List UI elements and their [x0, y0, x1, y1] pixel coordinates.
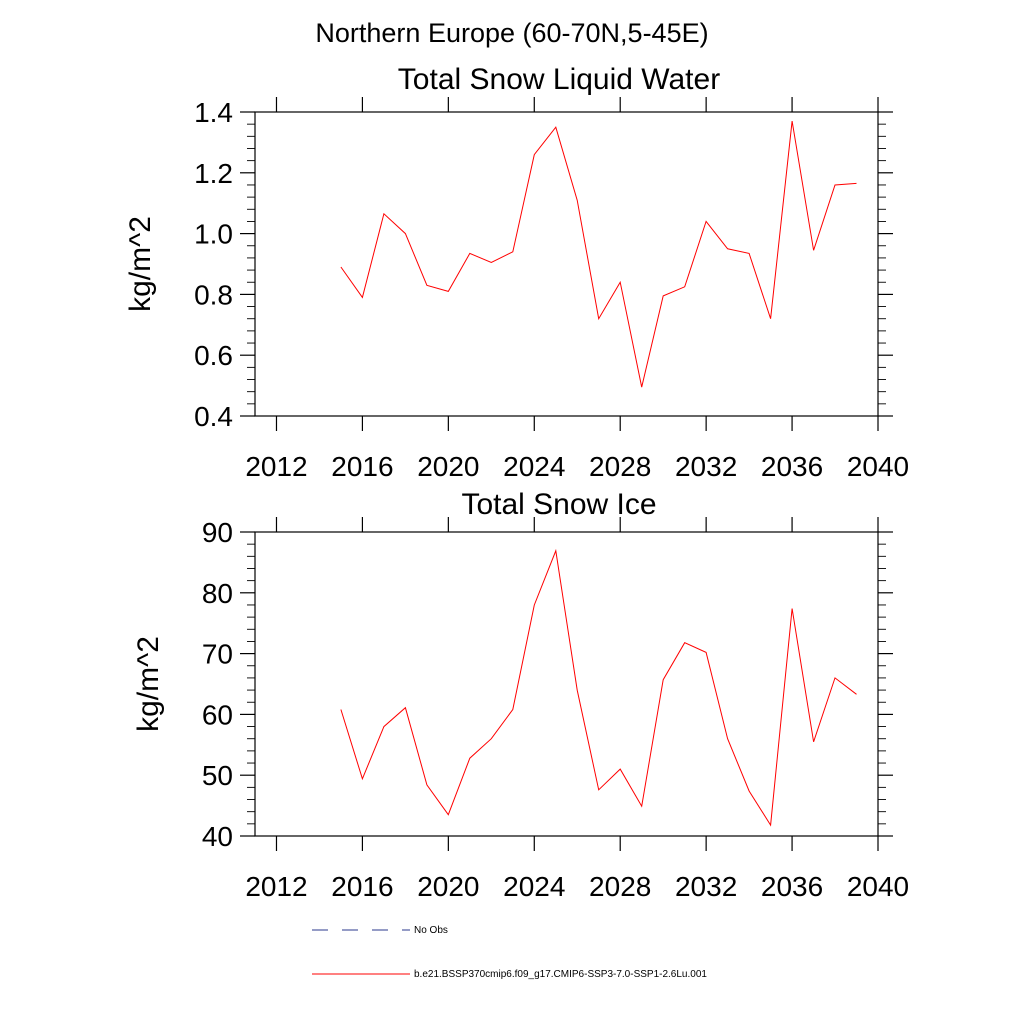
legend-label: b.e21.BSSP370cmip6.f09_g17.CMIP6-SSP3-7.…	[414, 969, 707, 980]
y-tick-label: 1.2	[194, 158, 233, 189]
chart-panel-snow-ice: Total Snow Ice kg/m^2 2012 2016 2020 2024 20…	[132, 488, 909, 902]
y-axis-label: kg/m^2	[124, 216, 157, 312]
series-group	[340, 121, 857, 388]
x-tick-label: 2032	[675, 871, 737, 902]
plot-frame	[254, 111, 879, 417]
y-tick-label: 0.8	[194, 279, 233, 310]
x-tick-label: 2024	[503, 871, 565, 902]
y-tick-label: 60	[202, 699, 233, 730]
x-tick-label: 2016	[331, 451, 393, 482]
y-tick-label: 80	[202, 578, 233, 609]
series-line	[340, 548, 857, 827]
x-tick-label: 2028	[589, 451, 651, 482]
y-tick-label: 0.4	[194, 401, 233, 432]
y-tick-label: 0.6	[194, 340, 233, 371]
figure-suptitle: Northern Europe (60-70N,5-45E)	[315, 18, 708, 48]
legend: No Obs b.e21.BSSP370cmip6.f09_g17.CMIP6-…	[312, 925, 707, 980]
y-tick-label: 1.0	[194, 219, 233, 250]
x-tick-label: 2028	[589, 871, 651, 902]
axes: 2012 2016 2020 2024 2028 2032 2036 2040 0.4 0.6 0.…	[194, 97, 909, 482]
x-tick-label: 2020	[417, 871, 479, 902]
y-tick-label: 1.4	[194, 97, 233, 128]
x-tick-label: 2012	[245, 871, 307, 902]
chart-panel-snow-liquid-water: Total Snow Liquid Water kg/m^2 2012 2016 2…	[124, 63, 909, 482]
legend-entry-model-run: b.e21.BSSP370cmip6.f09_g17.CMIP6-SSP3-7.…	[312, 969, 707, 980]
x-tick-label: 2032	[675, 451, 737, 482]
y-tick-label: 40	[202, 821, 233, 852]
y-axis-label: kg/m^2	[132, 636, 165, 732]
x-tick-label: 2040	[847, 871, 909, 902]
legend-label: No Obs	[414, 925, 448, 936]
plot-frame	[254, 531, 879, 837]
x-tick-label: 2024	[503, 451, 565, 482]
legend-entry-no-obs: No Obs	[312, 925, 448, 936]
axes: 2012 2016 2020 2024 2028 2032 2036 2040 40 50 60 70…	[202, 517, 909, 902]
chart-title: Total Snow Liquid Water	[398, 63, 720, 96]
y-tick-label: 50	[202, 760, 233, 791]
x-tick-label: 2040	[847, 451, 909, 482]
series-group	[340, 548, 857, 827]
x-tick-label: 2036	[761, 871, 823, 902]
chart-title: Total Snow Ice	[461, 488, 656, 521]
y-tick-label: 90	[202, 517, 233, 548]
x-tick-label: 2016	[331, 871, 393, 902]
x-tick-label: 2012	[245, 451, 307, 482]
x-tick-label: 2020	[417, 451, 479, 482]
y-tick-label: 70	[202, 639, 233, 670]
series-line	[340, 121, 857, 388]
x-tick-label: 2036	[761, 451, 823, 482]
